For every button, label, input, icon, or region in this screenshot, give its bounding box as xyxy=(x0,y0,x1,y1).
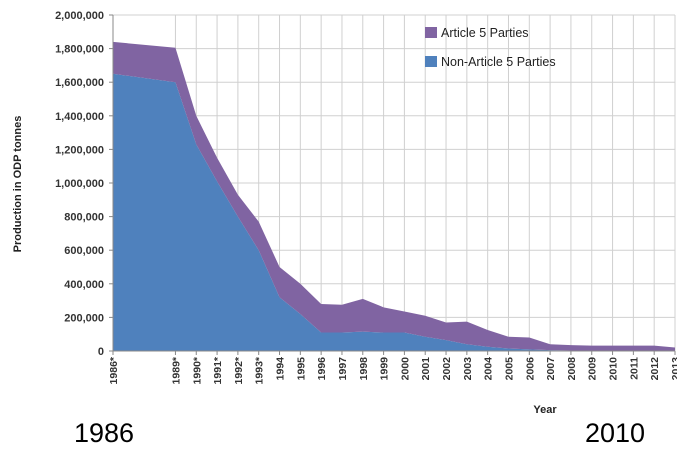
y-tick-label: 200,000 xyxy=(64,312,104,324)
x-tick-label: 1991* xyxy=(212,356,224,384)
y-tick-label: 400,000 xyxy=(64,279,104,291)
x-tick-label: 2011 xyxy=(628,357,640,380)
x-tick-label: 1986* xyxy=(108,356,120,384)
x-tick-label: 1989* xyxy=(170,356,182,384)
caption-end-year: 2010 xyxy=(585,418,646,448)
axes xyxy=(109,14,676,355)
x-tick-label: 1996 xyxy=(316,357,328,381)
y-tick-label: 0 xyxy=(98,346,104,358)
y-tick-label: 600,000 xyxy=(64,245,104,257)
x-tick-label: 2012 xyxy=(649,357,661,381)
legend-label: Article 5 Parties xyxy=(441,26,529,40)
x-tick-label: 2002 xyxy=(441,357,453,381)
y-tick-label: 1,000,000 xyxy=(55,178,104,190)
y-tick-label: 800,000 xyxy=(64,212,104,224)
x-axis-title: Year xyxy=(533,404,557,416)
x-tick-label: 1997 xyxy=(337,357,349,381)
y-tick-label: 1,200,000 xyxy=(55,144,104,156)
caption-start-year: 1986 xyxy=(74,418,135,448)
x-tick-label: 2001 xyxy=(420,357,432,381)
y-tick-label: 1,800,000 xyxy=(55,44,104,56)
x-tick-label: 2007 xyxy=(545,357,557,381)
x-tick-label: 2008 xyxy=(566,357,578,381)
x-tick-label: 2000 xyxy=(399,357,411,381)
legend-item: Article 5 Parties xyxy=(425,26,529,40)
legend-swatch xyxy=(425,27,437,38)
y-tick-label: 1,400,000 xyxy=(55,111,104,123)
legend-label: Non-Article 5 Parties xyxy=(441,55,556,69)
legend-swatch xyxy=(425,56,437,67)
y-tick-label: 1,600,000 xyxy=(55,77,104,89)
x-tick-label: 1994 xyxy=(275,357,287,381)
y-tick-label: 2,000,000 xyxy=(55,10,104,22)
legend: Article 5 Parties Non-Article 5 Parties xyxy=(425,26,556,69)
y-tick-labels: 0 200,000 400,000 600,000 800,000 1,000,000 1,… xyxy=(55,10,104,358)
x-tick-label: 1990* xyxy=(191,356,203,384)
x-tick-label: 1999 xyxy=(379,357,391,381)
x-tick-label: 2006 xyxy=(524,357,536,381)
x-tick-label: 2010 xyxy=(608,357,620,381)
x-tick-label: 1998 xyxy=(358,357,370,381)
y-axis-title: Production in ODP tonnes xyxy=(12,116,24,253)
area-series-non-article-5-parties xyxy=(113,73,675,352)
x-tick-label: 2013 xyxy=(670,357,677,381)
x-tick-label: 2004 xyxy=(483,357,495,381)
legend-item: Non-Article 5 Parties xyxy=(425,55,556,69)
x-tick-label: 1995 xyxy=(295,357,307,381)
plot-areas xyxy=(113,41,675,352)
x-tick-label: 2003 xyxy=(462,357,474,381)
x-tick-label: 1993* xyxy=(254,356,266,384)
x-tick-labels: 1986* 1989* 1990* 1991* 1992* 1993* 1994 1995 19… xyxy=(108,356,677,384)
x-tick-label: 2009 xyxy=(587,357,599,381)
x-tick-label: 2005 xyxy=(503,357,515,381)
x-tick-label: 1992* xyxy=(233,356,245,384)
area-series-article-5-parties xyxy=(113,41,675,351)
